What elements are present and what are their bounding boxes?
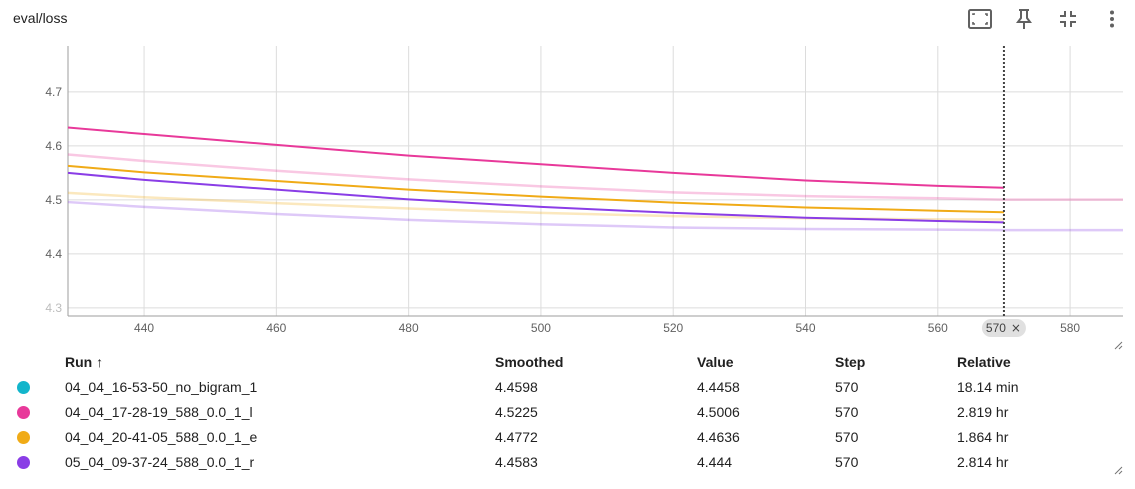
y-tick-label: 4.3 bbox=[45, 301, 62, 315]
run-color-dot[interactable] bbox=[17, 456, 30, 469]
fit-screen-button[interactable] bbox=[965, 6, 995, 32]
pin-icon bbox=[1015, 8, 1033, 30]
step-value: 570 bbox=[835, 404, 859, 420]
y-tick-label: 4.5 bbox=[45, 193, 62, 207]
x-tick-label: 580 bbox=[1060, 321, 1080, 335]
step-value: 570 bbox=[835, 454, 859, 470]
step-cursor-label: 570 bbox=[986, 321, 1006, 335]
x-tick-label: 460 bbox=[266, 321, 286, 335]
x-tick-label: 500 bbox=[531, 321, 551, 335]
run-name: 04_04_16-53-50_no_bigram_1 bbox=[65, 379, 258, 395]
relative-time: 18.14 min bbox=[957, 379, 1019, 395]
x-tick-label: 560 bbox=[928, 321, 948, 335]
table-header: Run ↑ Smoothed Value Step Relative bbox=[0, 350, 1135, 375]
y-tick-label: 4.6 bbox=[45, 139, 62, 153]
raw-value: 4.444 bbox=[697, 454, 733, 470]
more-vert-icon bbox=[1109, 10, 1115, 28]
table-row[interactable]: 04_04_17-28-19_588_0.0_1_l 4.5225 4.5006 57… bbox=[0, 400, 1135, 425]
table-resize-handle[interactable] bbox=[1113, 465, 1123, 475]
table-row[interactable]: 04_04_16-53-50_no_bigram_1 4.4598 4.4458 57… bbox=[0, 375, 1135, 400]
relative-time: 1.864 hr bbox=[957, 429, 1009, 445]
x-tick-label: 520 bbox=[663, 321, 683, 335]
collapse-icon bbox=[1059, 10, 1077, 28]
chart-title: eval/loss bbox=[13, 10, 68, 26]
step-value: 570 bbox=[835, 379, 859, 395]
step-value: 570 bbox=[835, 429, 859, 445]
table-row[interactable]: 05_04_09-37-24_588_0.0_1_r 4.4583 4.444 570… bbox=[0, 450, 1135, 475]
series-smoothed-line bbox=[67, 164, 1004, 214]
run-name: 04_04_20-41-05_588_0.0_1_e bbox=[65, 429, 258, 445]
card-toolbar bbox=[965, 6, 1127, 32]
smoothed-value: 4.4772 bbox=[495, 429, 538, 445]
header-smoothed[interactable]: Smoothed bbox=[495, 354, 564, 370]
fit-screen-icon bbox=[968, 9, 992, 29]
header-value[interactable]: Value bbox=[697, 354, 734, 370]
raw-value: 4.4636 bbox=[697, 429, 740, 445]
run-color-dot[interactable] bbox=[17, 406, 30, 419]
line-chart[interactable]: 4.3 4.4 4.5 4.6 4.7 440 460 480 500 520 540 560 580 5… bbox=[0, 40, 1135, 350]
smoothed-value: 4.5225 bbox=[495, 404, 538, 420]
pin-button[interactable] bbox=[1009, 6, 1039, 32]
run-name: 05_04_09-37-24_588_0.0_1_r bbox=[65, 454, 255, 470]
table-row[interactable]: 04_04_20-41-05_588_0.0_1_e 4.4772 4.4636 57… bbox=[0, 425, 1135, 450]
smoothed-value: 4.4598 bbox=[495, 379, 538, 395]
x-tick-label: 440 bbox=[134, 321, 154, 335]
raw-value: 4.5006 bbox=[697, 404, 740, 420]
header-run[interactable]: Run ↑ bbox=[65, 354, 104, 370]
more-options-button[interactable] bbox=[1097, 6, 1127, 32]
step-cursor-chip[interactable] bbox=[981, 319, 1026, 337]
series-raw-line bbox=[67, 153, 1123, 201]
x-tick-label: 540 bbox=[795, 321, 815, 335]
header-relative[interactable]: Relative bbox=[957, 354, 1011, 370]
close-icon[interactable]: × bbox=[1011, 321, 1021, 335]
run-color-dot[interactable] bbox=[17, 431, 30, 444]
smoothed-value: 4.4583 bbox=[495, 454, 538, 470]
series-smoothed-line bbox=[67, 171, 1004, 224]
chart-resize-handle[interactable] bbox=[1113, 340, 1123, 350]
y-tick-label: 4.7 bbox=[45, 85, 62, 99]
collapse-button[interactable] bbox=[1053, 6, 1083, 32]
x-tick-label: 480 bbox=[399, 321, 419, 335]
series-smoothed-line bbox=[67, 126, 1004, 189]
series-raw-line bbox=[67, 200, 1123, 232]
relative-time: 2.819 hr bbox=[957, 404, 1009, 420]
header-step[interactable]: Step bbox=[835, 354, 866, 370]
run-color-dot[interactable] bbox=[17, 381, 30, 394]
raw-value: 4.4458 bbox=[697, 379, 740, 395]
relative-time: 2.814 hr bbox=[957, 454, 1009, 470]
y-tick-label: 4.4 bbox=[45, 247, 62, 261]
run-name: 04_04_17-28-19_588_0.0_1_l bbox=[65, 404, 253, 420]
